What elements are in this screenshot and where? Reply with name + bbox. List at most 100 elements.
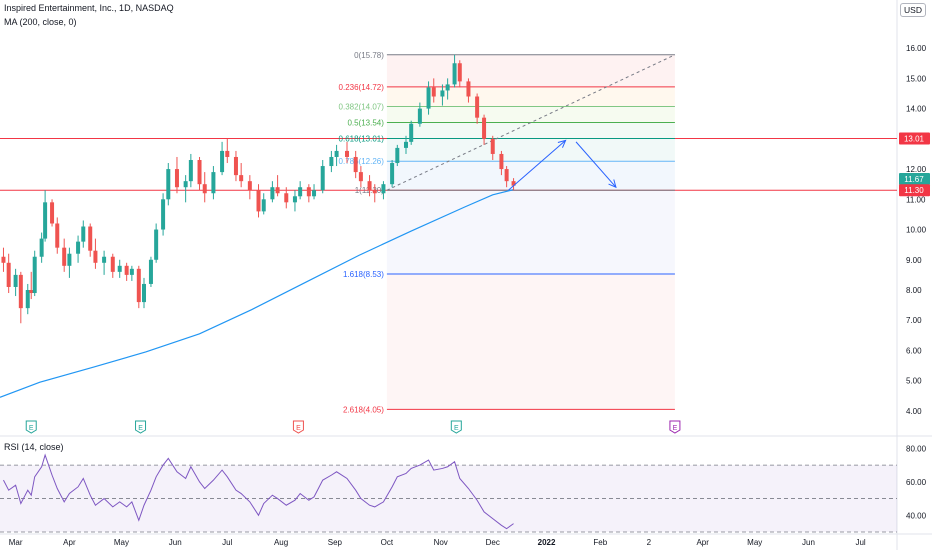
fib-zone — [386, 106, 675, 123]
candle-body — [25, 290, 30, 309]
price-tick-label: 7.00 — [906, 316, 922, 325]
fib-level-label: 0(15.78) — [354, 51, 384, 60]
candle-body — [188, 160, 193, 182]
candle-body — [148, 259, 153, 284]
fib-level-label: 0.236(14.72) — [339, 83, 385, 92]
candle-body — [1, 256, 6, 263]
price-badge-label: 13.01 — [904, 135, 925, 144]
candle-body — [154, 229, 159, 260]
price-tick-label: 14.00 — [906, 105, 927, 114]
candle-body — [440, 90, 445, 97]
projection-arrow-down — [575, 141, 617, 188]
price-tick-label: 16.00 — [906, 44, 927, 53]
candle-body — [247, 181, 252, 191]
time-tick-label: Oct — [381, 538, 394, 547]
candle-body — [490, 138, 495, 154]
candle-body — [32, 256, 37, 294]
price-badge — [899, 184, 930, 197]
time-tick-label: 2022 — [538, 538, 556, 547]
time-tick-label: Jun — [169, 538, 182, 547]
fib-level-label: 0.5(13.54) — [347, 119, 384, 128]
candle-body — [334, 150, 339, 157]
candle-body — [482, 117, 487, 139]
price-badge — [899, 132, 930, 145]
candle-body — [367, 181, 372, 191]
price-tick-label: 6.00 — [906, 346, 922, 355]
price-badge-label: 11.67 — [904, 175, 924, 184]
candle-body — [312, 190, 317, 197]
candle-body — [233, 156, 238, 176]
earnings-marker — [450, 420, 462, 434]
candle-body — [202, 184, 207, 194]
candle-body — [329, 156, 334, 167]
earnings-marker — [25, 420, 37, 434]
candle-body — [88, 226, 93, 251]
fib-level-label: 0.618(13.01) — [339, 135, 385, 144]
time-tick-label: Sep — [328, 538, 343, 547]
candle-body — [292, 196, 297, 203]
candle-body — [129, 268, 134, 275]
candle-body — [358, 172, 363, 182]
time-tick-label: Jul — [855, 538, 865, 547]
currency-button[interactable]: USD — [900, 3, 926, 17]
earnings-marker-label: E — [454, 425, 459, 432]
candle-body — [395, 147, 400, 164]
candle-body — [197, 160, 202, 185]
time-tick-label: May — [747, 538, 762, 547]
candle-body — [124, 265, 129, 275]
price-tick-label: 5.00 — [906, 377, 922, 386]
candle-body — [256, 190, 261, 212]
candle-body — [13, 274, 18, 287]
candle-body — [76, 241, 81, 254]
candle-body — [466, 81, 471, 97]
earnings-marker — [292, 420, 304, 434]
candle-body — [381, 184, 386, 194]
candle-body — [261, 199, 266, 212]
candle-body — [183, 181, 188, 188]
fib-zone — [386, 273, 675, 410]
ma200-line — [0, 189, 514, 398]
price-badge-label: 11.30 — [904, 186, 924, 195]
candle-body — [29, 290, 34, 294]
time-tick-label: Aug — [274, 538, 288, 547]
time-tick-label: Apr — [63, 538, 76, 547]
candle-body — [110, 256, 115, 272]
candle-body — [6, 262, 11, 287]
candle-body — [445, 84, 450, 91]
fib-zone — [386, 161, 675, 191]
time-tick-label: Apr — [696, 538, 709, 547]
rsi-tick-label: 80.00 — [906, 444, 927, 453]
candle-body — [161, 199, 166, 230]
candle-body — [43, 202, 48, 239]
fib-level-label: 0.382(14.07) — [339, 102, 385, 111]
time-tick-label: Dec — [486, 538, 500, 547]
candle-body — [426, 87, 431, 109]
price-tick-label: 12.00 — [906, 165, 927, 174]
candle-body — [511, 181, 516, 186]
candle-body — [298, 187, 303, 197]
price-tick-label: 4.00 — [906, 407, 922, 416]
candle-body — [452, 63, 457, 85]
candle-body — [475, 96, 480, 118]
candle-body — [211, 172, 216, 194]
price-tick-label: 8.00 — [906, 286, 922, 295]
earnings-marker-label: E — [29, 425, 34, 432]
time-tick-label: Nov — [434, 538, 448, 547]
candle-body — [39, 238, 44, 257]
candle-body — [284, 193, 289, 203]
fib-trend-line — [386, 54, 676, 191]
candle-body — [431, 87, 436, 97]
candle-body — [67, 253, 72, 266]
earnings-marker-label: E — [673, 425, 678, 432]
candle-body — [372, 190, 377, 194]
fib-zone — [386, 122, 675, 139]
candle-body — [93, 250, 98, 263]
earnings-marker-label: E — [296, 425, 301, 432]
time-tick-label: May — [114, 538, 129, 547]
price-tick-label: 15.00 — [906, 74, 927, 83]
fib-zone — [386, 86, 675, 107]
candle-body — [403, 141, 408, 148]
candle-body — [102, 256, 107, 263]
candle-body — [409, 123, 414, 142]
